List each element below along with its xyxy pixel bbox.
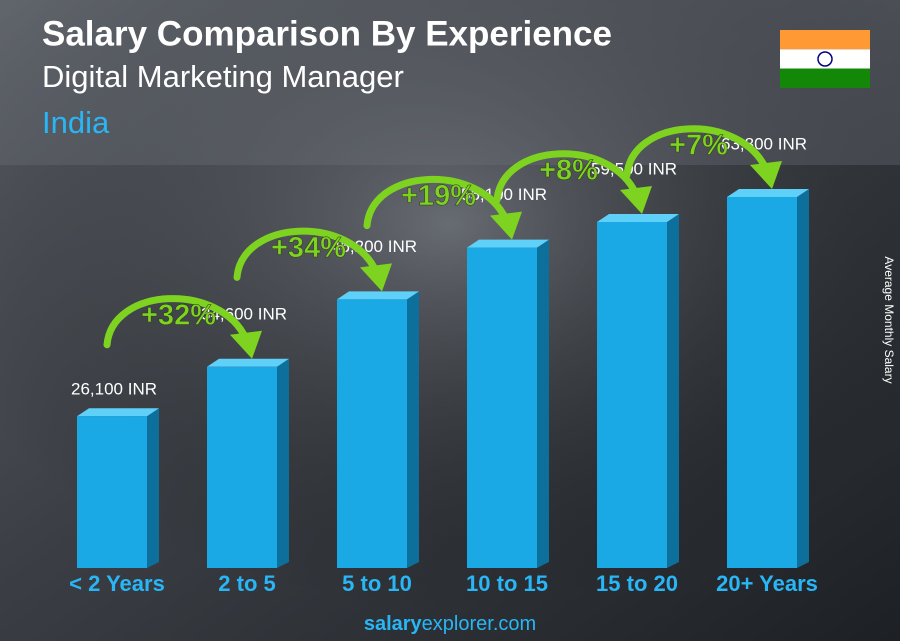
bar-top <box>597 214 679 223</box>
growth-arrow <box>623 125 770 179</box>
arrow-head <box>360 263 392 292</box>
ceiling <box>0 0 900 165</box>
value-label: 26,100 INR <box>71 380 157 399</box>
x-tick-label: 5 to 10 <box>342 571 412 596</box>
footer-rest: explorer.com <box>422 613 537 635</box>
x-tick-label: 15 to 20 <box>596 571 678 596</box>
bar-side <box>147 408 159 568</box>
flag-stripe <box>780 30 870 50</box>
growth-label: +8% <box>539 155 598 187</box>
flag-stripe <box>780 49 870 69</box>
chart-subtitle: Digital Marketing Manager <box>42 59 404 94</box>
bar-top <box>207 358 289 367</box>
bar-side <box>537 239 549 568</box>
bar-top <box>337 291 419 300</box>
x-tick-label: 20+ Years <box>716 571 818 596</box>
bar-side <box>797 189 809 568</box>
bar <box>337 299 407 568</box>
bar-top <box>77 408 159 417</box>
arrow-head <box>750 161 782 189</box>
growth-arrow <box>103 295 250 349</box>
growth-label: +34% <box>271 232 346 264</box>
x-tick-label: 10 to 15 <box>466 571 548 596</box>
bar <box>467 247 537 568</box>
chart-title: Salary Comparison By Experience <box>42 14 612 53</box>
arrow-head <box>620 186 652 215</box>
bar-top <box>467 239 549 248</box>
arrow-head <box>490 211 522 240</box>
axis-label: Average Monthly Salary <box>882 256 896 383</box>
bar <box>207 366 277 568</box>
bar <box>597 222 667 568</box>
footer: salaryexplorer.com <box>364 613 536 635</box>
bar <box>77 416 147 568</box>
flag <box>780 30 870 88</box>
bar-side <box>407 291 419 568</box>
bar-side <box>667 214 679 568</box>
growth-arrow <box>233 227 380 281</box>
country: India <box>42 105 110 140</box>
growth-label: +7% <box>669 130 728 162</box>
bar <box>727 197 797 568</box>
growth-label: +32% <box>141 299 216 331</box>
flag-stripe <box>780 68 870 88</box>
footer-bold: salary <box>364 613 423 635</box>
bar-side <box>277 358 289 568</box>
growth-arrow <box>363 175 510 230</box>
flag-wheel <box>817 51 833 67</box>
bar-top <box>727 189 809 197</box>
arrow-head <box>230 330 262 359</box>
x-tick-label: < 2 Years <box>69 571 165 596</box>
growth-label: +19% <box>401 180 476 212</box>
growth-arrow <box>493 150 640 204</box>
x-tick-label: 2 to 5 <box>218 571 275 596</box>
